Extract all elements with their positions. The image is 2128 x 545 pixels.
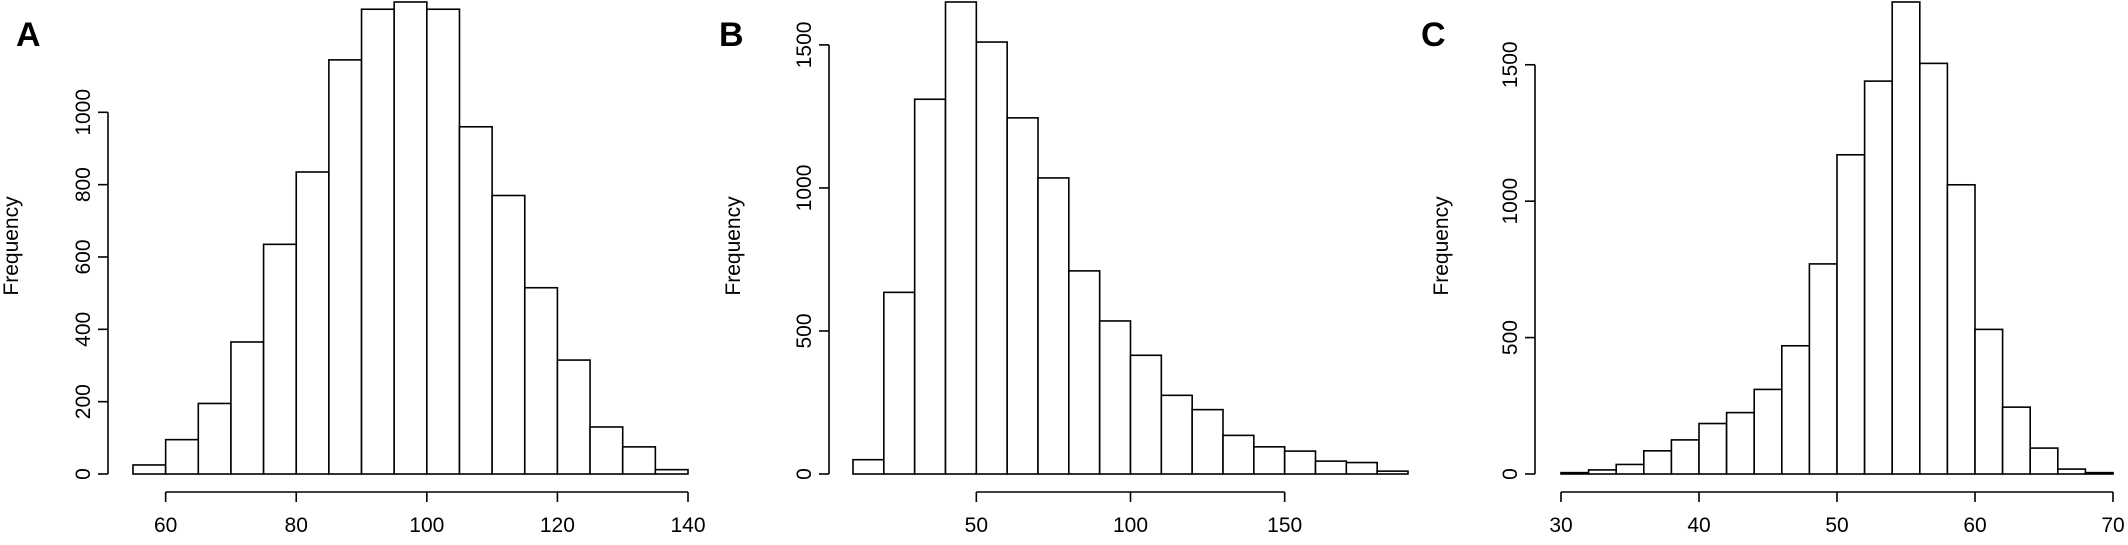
histogram-bar (1670, 439, 1700, 475)
histogram-bar (1345, 461, 1378, 475)
histogram-bar (164, 438, 200, 475)
histogram-bar (426, 8, 461, 475)
panel-letter: B (719, 16, 744, 54)
histogram-bar (2084, 471, 2114, 475)
x-tick-label: 30 (1549, 514, 1572, 537)
histogram-bar (1037, 177, 1070, 475)
histogram-bar (1974, 328, 2004, 475)
x-tick-label: 50 (1825, 514, 1848, 537)
y-tick-label: 0 (1499, 468, 1522, 480)
x-tick-label: 80 (285, 514, 308, 537)
histogram-bar (491, 194, 526, 475)
histogram-bar (2029, 447, 2059, 475)
histogram-bar (230, 341, 265, 475)
y-tick-label: 500 (1499, 320, 1522, 355)
y-tick-label: 0 (72, 468, 95, 480)
y-tick-label: 1500 (793, 22, 816, 69)
x-tick-label: 100 (1113, 514, 1148, 537)
y-tick-label: 400 (72, 312, 95, 347)
panel-letter: A (16, 16, 41, 54)
x-tick-label: 70 (2101, 514, 2124, 537)
histogram-bar (913, 98, 947, 475)
histogram-panel-c: C 0 500 1000 1500 Frequency 30 40 50 60 70 (1421, 1, 2125, 537)
y-axis-title: Frequency (722, 196, 745, 296)
histogram-bar (1314, 460, 1348, 475)
panel-letter: C (1421, 16, 1446, 54)
y-tick-label: 1000 (72, 89, 95, 136)
histogram-bar (1891, 1, 1921, 475)
histogram-bar (1191, 408, 1224, 475)
histogram-bar (1643, 450, 1673, 475)
histogram-bar (262, 243, 298, 475)
histogram-bar (1863, 80, 1893, 475)
histogram-bar (1560, 471, 1590, 475)
histogram-bar (883, 291, 916, 475)
histogram-bar (1283, 450, 1317, 475)
histogram-bar (1376, 470, 1409, 475)
histogram-bar (621, 446, 657, 475)
histogram-bar (393, 1, 428, 475)
x-tick-label: 140 (670, 514, 705, 537)
histogram-bar (1781, 344, 1811, 475)
x-tick-label: 40 (1687, 514, 1710, 537)
histogram-bar (556, 359, 591, 475)
y-tick-label: 0 (793, 468, 816, 480)
x-tick-label: 150 (1267, 514, 1302, 537)
x-tick-label: 60 (154, 514, 177, 537)
histogram-bar (1698, 422, 1728, 475)
histogram-bar (295, 171, 330, 475)
histogram-bar (1808, 263, 1838, 475)
histogram-bar (132, 464, 167, 475)
x-tick-label: 50 (965, 514, 988, 537)
histogram-bar (1753, 388, 1783, 475)
histogram-bar (458, 125, 493, 475)
y-tick-label: 1000 (793, 165, 816, 212)
histogram-panel-a: A 0 200 400 600 800 1000 Frequency 60 80 100 120 140 (0, 1, 706, 537)
y-axis-title: Frequency (1430, 196, 1453, 296)
histogram-bar (944, 1, 978, 475)
histogram-bar (1587, 469, 1617, 475)
histogram-bar (852, 458, 885, 475)
histogram-bar (1836, 153, 1866, 475)
y-tick-label: 800 (72, 167, 95, 202)
histogram-bar (1615, 463, 1645, 475)
y-tick-label: 1000 (1499, 178, 1522, 225)
histogram-bar (2057, 468, 2087, 475)
histogram-bar (1222, 434, 1255, 475)
y-axis-title: Frequency (0, 196, 23, 296)
histogram-bar (1129, 354, 1163, 475)
histogram-bar (654, 468, 689, 475)
y-tick-label: 200 (72, 384, 95, 419)
histogram-bar (1006, 117, 1039, 475)
histogram-bar (1160, 394, 1193, 475)
histogram-bar (360, 8, 395, 475)
histogram-bar (2001, 406, 2031, 475)
y-tick-label: 600 (72, 239, 95, 274)
x-tick-label: 60 (1963, 514, 1986, 537)
y-tick-label: 500 (793, 313, 816, 348)
histogram-bar (1098, 320, 1132, 475)
histogram-bar (523, 286, 559, 475)
histogram-bar (1253, 446, 1286, 475)
histogram-bar (1946, 183, 1976, 475)
histogram-bar (328, 59, 363, 475)
histogram-bar (975, 41, 1008, 475)
histogram-bar (589, 426, 624, 475)
histogram-bar (1919, 62, 1949, 475)
histogram-panel-b: B 0 500 1000 1500 Frequency 50 100 150 (719, 1, 1409, 537)
histogram-bar (1068, 270, 1101, 475)
x-tick-label: 100 (409, 514, 444, 537)
x-tick-label: 120 (540, 514, 575, 537)
histogram-bar (1725, 411, 1755, 475)
histogram-bar (197, 402, 232, 475)
y-tick-label: 1500 (1499, 41, 1522, 88)
